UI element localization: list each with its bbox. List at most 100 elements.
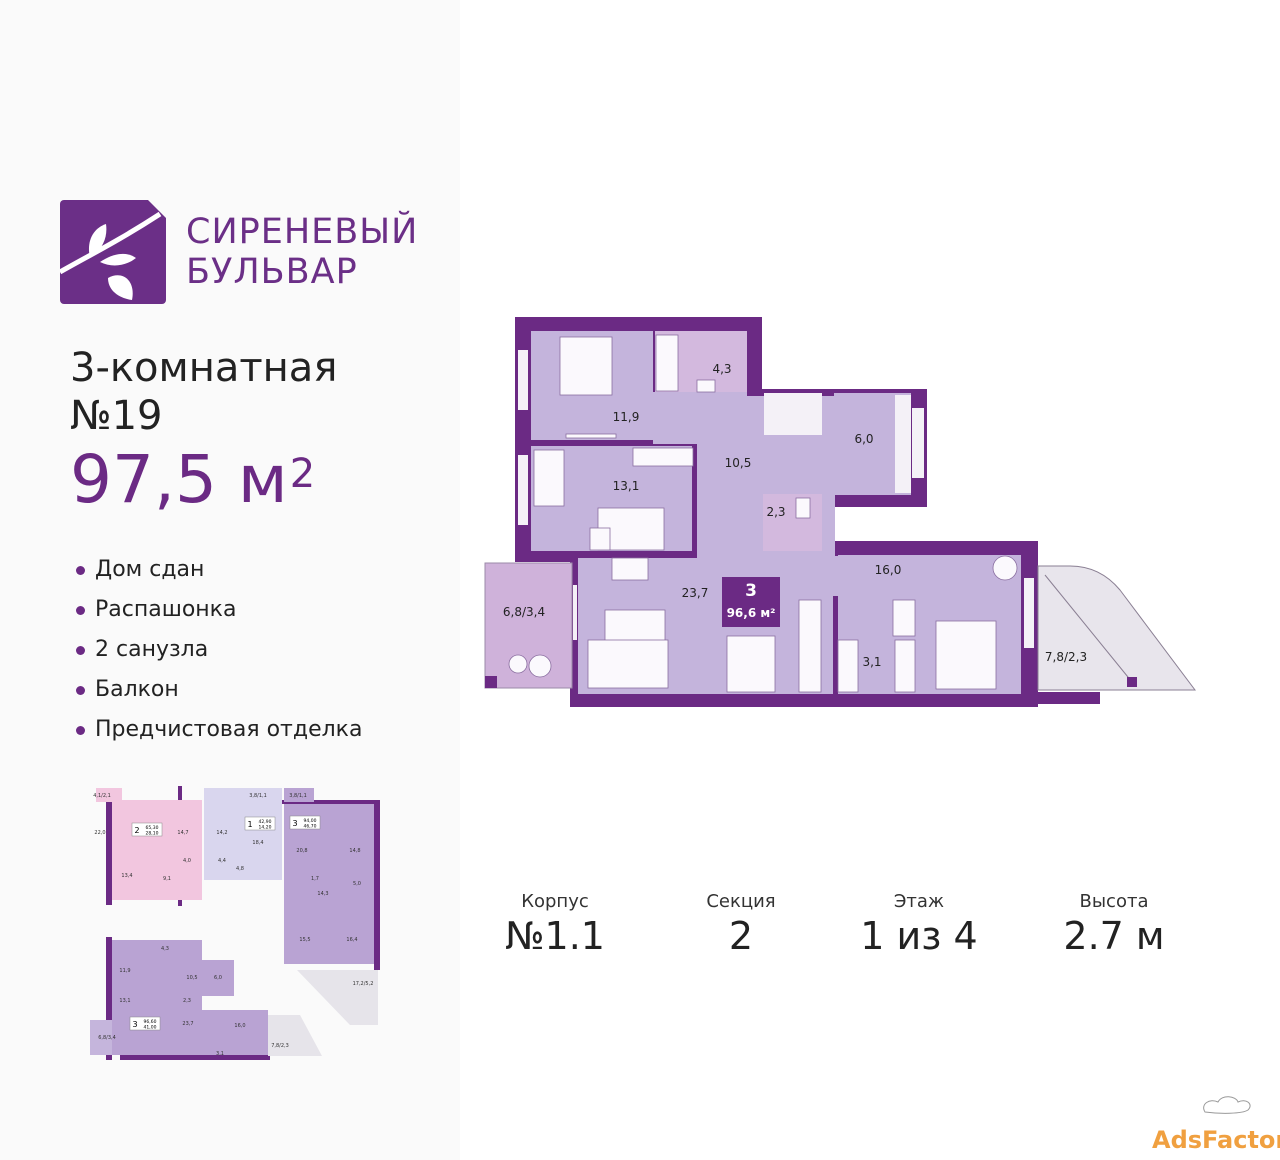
key-plan-room-label: 2,3 [183, 998, 191, 1004]
key-plan-room-label: 15,5 [299, 937, 310, 943]
bullet-icon [76, 685, 85, 695]
room-area-label: 2,3 [766, 505, 785, 519]
feature-text: Предчистовая отделка [95, 717, 363, 742]
key-plan-room-label: 6,0 [214, 975, 222, 981]
key-plan-room-label: 14,7 [177, 830, 188, 836]
feature-item: Предчистовая отделка [76, 710, 362, 750]
watermark-text: AdsFactory [1152, 1126, 1280, 1154]
bullet-icon [76, 605, 85, 615]
feature-item: Распашонка [76, 590, 362, 630]
badge-area: 96,6 м² [727, 606, 776, 620]
key-plan-room-label: 14,8 [349, 848, 360, 854]
apartment-area: 97,5 м2 [70, 440, 315, 520]
rooms [531, 331, 1021, 694]
brand-name: СИРЕНЕВЫЙ БУЛЬВАР [186, 212, 418, 292]
bullet-icon [76, 725, 85, 735]
key-plan-apt-rooms: 1 [247, 820, 252, 829]
watermark-logo: AdsFactory [1152, 1096, 1280, 1154]
detail-floor: Этаж 1 из 4 [819, 890, 1019, 958]
detail-label: Корпус [521, 891, 589, 912]
brand-logo-icon [60, 200, 166, 304]
bullet-icon [76, 645, 85, 655]
detail-value: №1.1 [505, 914, 605, 958]
furniture [508, 334, 1018, 693]
feature-item: 2 санузла [76, 630, 362, 670]
key-plan-room-label: 13,4 [121, 873, 132, 879]
detail-value: 2 [728, 914, 754, 958]
key-plan-room-label: 4,0 [183, 858, 191, 864]
room-area-label: 16,0 [875, 563, 902, 577]
key-plan-room-label: 16,4 [346, 937, 357, 943]
apartment-badge [722, 577, 780, 627]
loggia [1037, 565, 1196, 691]
key-plan-room-label: 20,8 [296, 848, 307, 854]
feature-text: Распашонка [95, 597, 237, 622]
key-plan-room-label: 23,7 [182, 1021, 193, 1027]
brand-line-1: СИРЕНЕВЫЙ [186, 212, 419, 252]
key-plan-apt-living: 28,10 [146, 831, 159, 837]
key-plan-apt-rooms: 2 [134, 826, 139, 835]
key-plan-room-label: 4,4 [218, 858, 226, 864]
key-plan-room-label: 1,7 [311, 876, 319, 882]
key-plan-apt-rooms: 3 [292, 819, 297, 828]
key-plan-room-label: 6,8/3,4 [98, 1035, 116, 1041]
apartment-type: 3-комнатная [70, 345, 338, 391]
bullet-icon [76, 565, 85, 575]
key-plan-apt-living: 41,00 [144, 1025, 157, 1031]
detail-section: Секция 2 [641, 890, 841, 958]
detail-label: Этаж [893, 891, 945, 912]
key-plan-room-label: 4,3 [161, 946, 169, 952]
key-plan-apt-rooms: 3 [132, 1020, 137, 1029]
room-area-label: 13,1 [613, 479, 640, 493]
detail-label: Высота [1079, 891, 1149, 912]
area-unit-sup: 2 [289, 451, 316, 497]
key-plan-room-label: 22,0 [94, 830, 105, 836]
key-plan-room-label: 9,1 [163, 876, 171, 882]
windows [518, 350, 1034, 648]
room-area-label: 7,8/2,3 [1045, 650, 1087, 664]
key-plan-room-label: 14,2 [216, 830, 227, 836]
key-plan-apt-total: 96,60 [144, 1019, 157, 1025]
room-area-label: 6,0 [854, 432, 873, 446]
feature-text: 2 санузла [95, 637, 209, 662]
key-plan-room-label: 4,8 [236, 866, 244, 872]
feature-item: Дом сдан [76, 550, 362, 590]
room-area-label: 3,1 [862, 655, 881, 669]
room-area-label: 10,5 [725, 456, 752, 470]
apartment-title: 3-комнатная №19 [70, 344, 337, 440]
key-plan-apt-total: 42,90 [259, 819, 272, 825]
feature-item: Балкон [76, 670, 362, 710]
detail-value: 2.7 м [1063, 914, 1165, 958]
room-area-label: 23,7 [682, 586, 709, 600]
feature-text: Балкон [95, 677, 179, 702]
detail-value: 1 из 4 [860, 914, 978, 958]
key-plan-apt-total: 94,00 [304, 818, 317, 824]
key-plan-room-label: 7,8/2,3 [271, 1043, 289, 1049]
key-plan-room-label: 18,4 [252, 840, 263, 846]
loggia-post [1127, 677, 1137, 687]
room-wc [763, 494, 822, 551]
key-plan-room-label: 5,0 [353, 881, 361, 887]
key-plan-room-label: 17,2/5,2 [353, 981, 374, 987]
key-plan-room-label: 11,9 [119, 968, 130, 974]
balcony [484, 562, 573, 689]
brand-line-2: БУЛЬВАР [186, 252, 358, 292]
key-plan-rooms [90, 788, 378, 1056]
key-plan-room-label: 3,8/1,1 [249, 793, 267, 799]
key-plan-room-label: 3,8/1,1 [289, 793, 307, 799]
detail-label: Секция [706, 891, 776, 912]
key-plan-room-label: 13,1 [119, 998, 130, 1004]
badge-rooms: 3 [745, 581, 757, 601]
room-area-label: 11,9 [613, 410, 640, 424]
key-plan-apt-living: 46,70 [304, 824, 317, 830]
key-plan-room-label: 3,1 [216, 1051, 224, 1057]
key-plan-room-label: 4,1/2,1 [93, 793, 111, 799]
key-plan-apt-living: 14,20 [259, 825, 272, 831]
room-area-label: 4,3 [712, 362, 731, 376]
